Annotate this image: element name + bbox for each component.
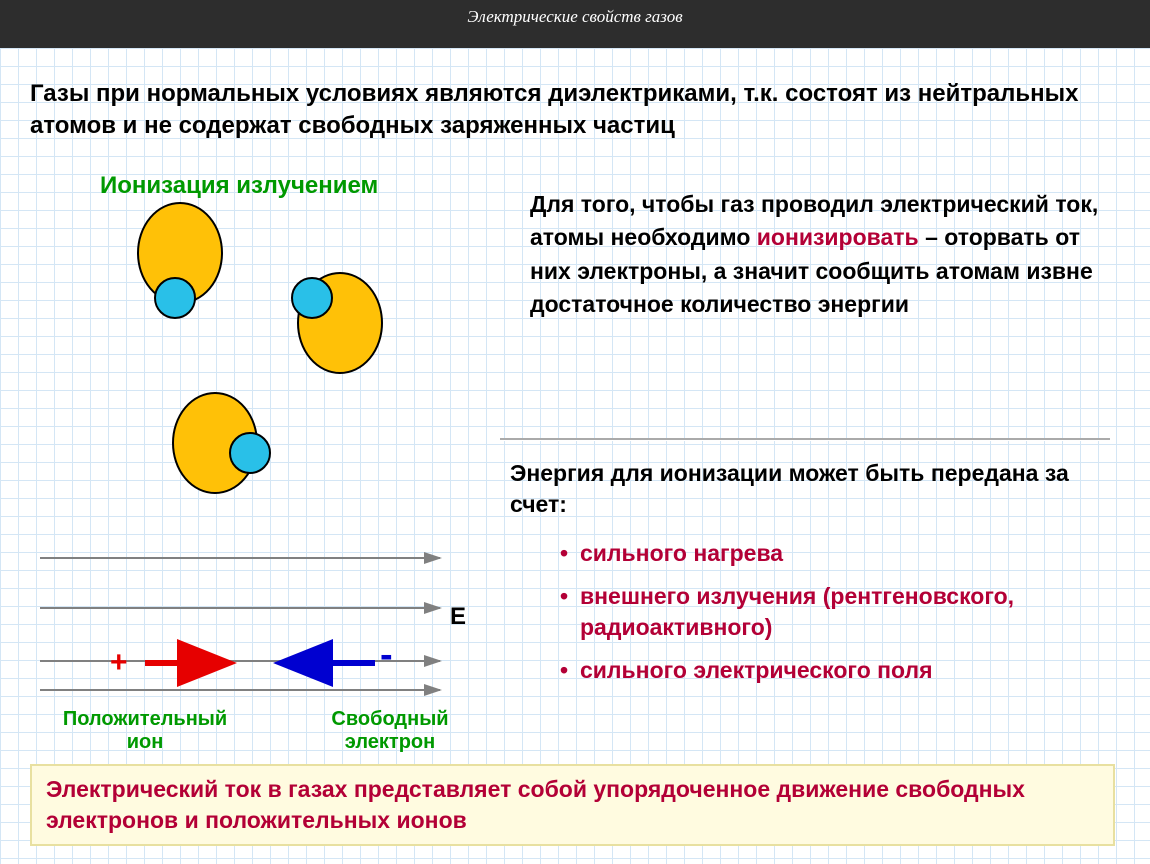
field-diagram: [0, 48, 500, 748]
bullet-list: сильного нагрева внешнего излучения (рен…: [560, 538, 1120, 698]
section-divider: [500, 438, 1110, 440]
e-field-label: E: [450, 603, 466, 631]
minus-sign: -: [380, 634, 393, 677]
free-electron-label: Свободный электрон: [300, 708, 480, 754]
positive-ion-label: Положительный ион: [45, 708, 245, 754]
bullet-item: внешнего излучения (рентгеновского, ради…: [560, 581, 1120, 643]
header-bar: Электрические свойств газов: [0, 0, 1150, 48]
header-title: Электрические свойств газов: [467, 7, 682, 26]
paragraph-2: Энергия для ионизации может быть передан…: [510, 458, 1110, 520]
paragraph-1: Для того, чтобы газ проводил электрическ…: [530, 188, 1110, 321]
para1-highlight: ионизировать: [757, 224, 919, 250]
bullet-item: сильного нагрева: [560, 538, 1120, 569]
bullet-item: сильного электрического поля: [560, 655, 1120, 686]
slide-content: Газы при нормальных условиях являются ди…: [0, 48, 1150, 864]
conclusion-box: Электрический ток в газах представляет с…: [30, 764, 1115, 846]
plus-sign: +: [110, 646, 128, 680]
